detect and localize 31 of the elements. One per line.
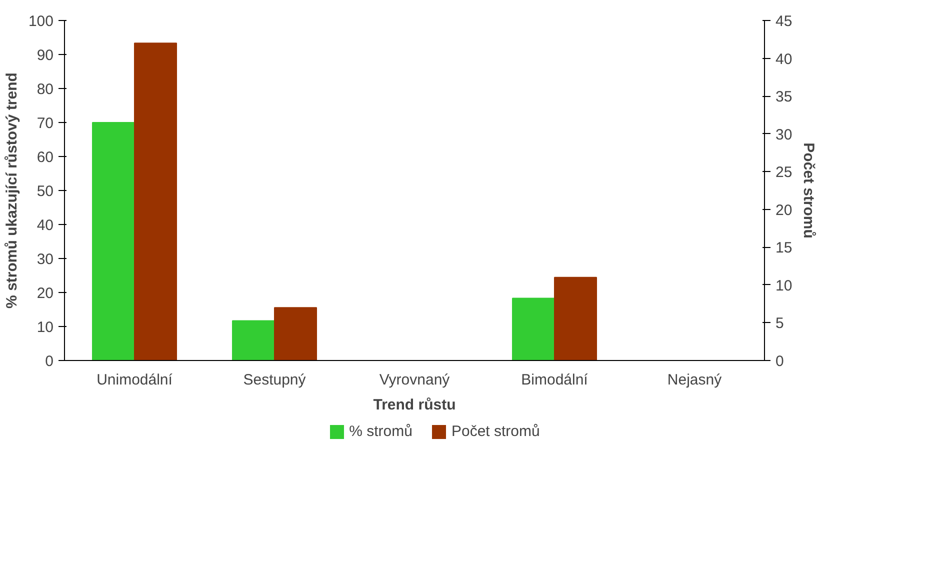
y-tick-label: 80 bbox=[36, 81, 54, 98]
y2-tick-label: 0 bbox=[776, 353, 784, 370]
x-tick-label: Nejasný bbox=[667, 372, 722, 388]
x-tick-label: Sestupný bbox=[243, 372, 306, 388]
y-tick-label: 40 bbox=[36, 217, 54, 234]
y-axis-title: % stromů ukazující růstový trend bbox=[3, 72, 20, 308]
y-tick-label: 0 bbox=[45, 353, 54, 370]
y-tick-label: 10 bbox=[36, 319, 54, 336]
x-tick-label: Bimodální bbox=[521, 372, 589, 388]
y2-tick-label: 5 bbox=[776, 315, 784, 332]
y2-tick-label: 10 bbox=[776, 277, 792, 294]
y2-tick-label: 40 bbox=[776, 50, 792, 68]
y2-tick-label: 25 bbox=[776, 164, 792, 182]
y2-tick-label: 45 bbox=[776, 13, 792, 30]
x-tick-label: Unimodální bbox=[96, 372, 174, 388]
y-tick-label: 20 bbox=[36, 285, 54, 302]
y2-tick-label: 15 bbox=[776, 240, 792, 257]
legend-label: Počet stromů bbox=[451, 422, 540, 442]
y-tick-label: 50 bbox=[36, 183, 54, 200]
legend-label: % stromů bbox=[349, 422, 412, 442]
y2-tick-label: 30 bbox=[776, 126, 792, 144]
y-tick-label: 60 bbox=[36, 149, 54, 166]
y2-axis-title: Počet stromů bbox=[800, 142, 818, 238]
x-tick-label: Vyrovnaný bbox=[379, 372, 450, 388]
y-tick-label: 30 bbox=[36, 251, 54, 268]
y-tick-label: 90 bbox=[36, 47, 54, 64]
y-tick-label: 70 bbox=[36, 115, 54, 132]
x-axis-title: Trend růstu bbox=[373, 396, 456, 414]
y-tick-label: 100 bbox=[28, 13, 54, 30]
y2-tick-label: 20 bbox=[776, 202, 792, 219]
y2-tick-label: 35 bbox=[776, 88, 792, 106]
